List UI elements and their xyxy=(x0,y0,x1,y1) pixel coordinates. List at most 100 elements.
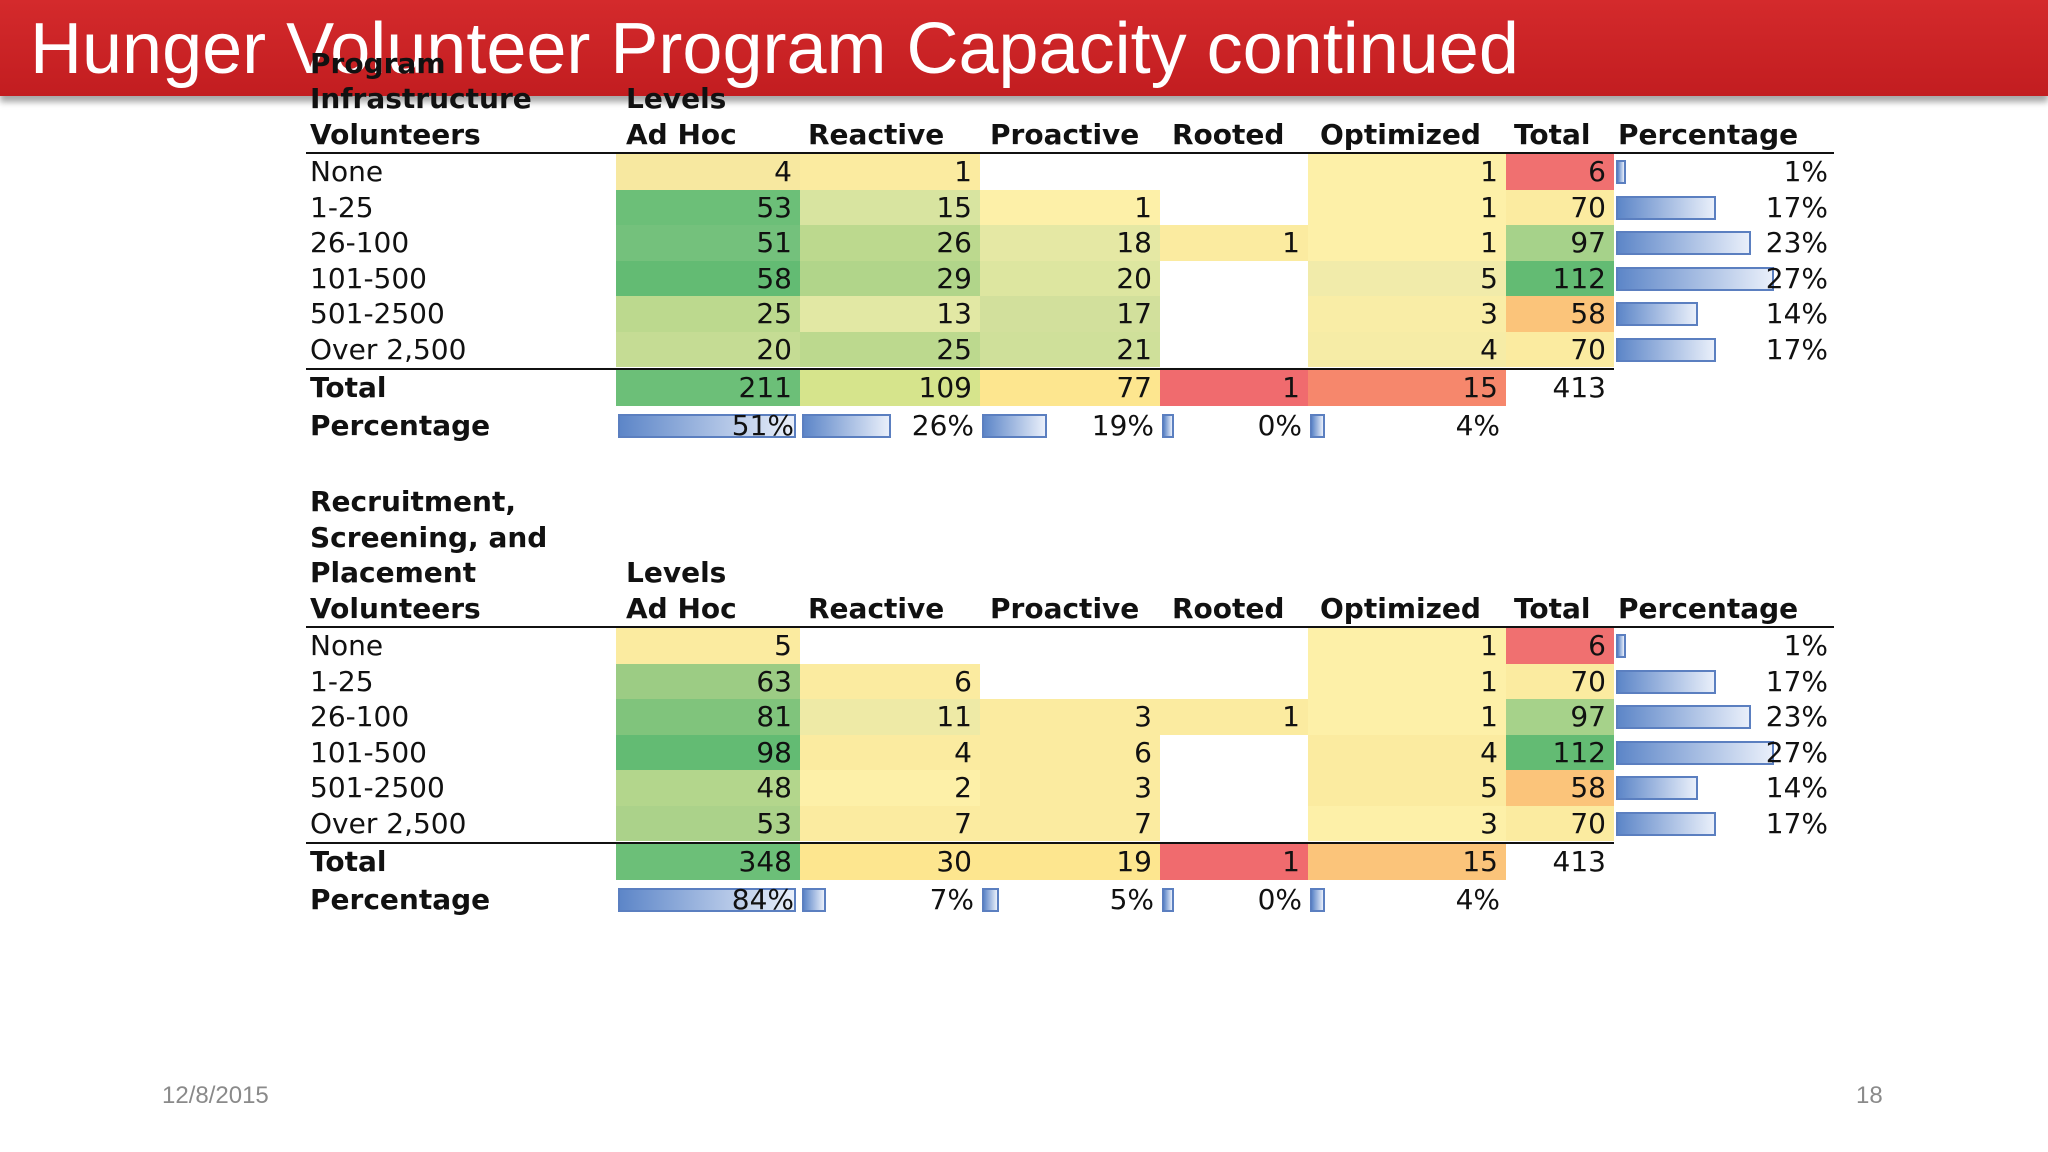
percentage-value: 4% xyxy=(1455,882,1500,916)
table-cell: 98 xyxy=(616,734,800,770)
table-cell: 58 xyxy=(616,260,800,296)
row-header-line: Program xyxy=(310,46,446,80)
percentage-bar xyxy=(982,413,1047,438)
table-cell: 1 xyxy=(800,154,980,190)
percentage-value: 7% xyxy=(929,882,974,916)
percentage-value: 5% xyxy=(1109,882,1154,916)
table-cell xyxy=(1160,332,1308,368)
title-bar: Hunger Volunteer Program Capacity contin… xyxy=(0,0,2048,96)
total-cell: 19 xyxy=(980,844,1160,880)
slide-title: Hunger Volunteer Program Capacity contin… xyxy=(30,9,1519,89)
table-cell: 51 xyxy=(616,225,800,261)
row-label: 26-100 xyxy=(310,700,410,733)
table-cell xyxy=(1160,628,1308,664)
table-row: Over 2,500 53 7 7 3 70 17% xyxy=(306,805,1836,842)
table-cell: 11 xyxy=(800,699,980,735)
percentage-value: 14% xyxy=(1765,771,1828,804)
row-label: 1-25 xyxy=(310,664,374,698)
row-label: 26-100 xyxy=(310,226,410,259)
table-cell xyxy=(800,628,980,664)
total-cell: 413 xyxy=(1552,845,1606,878)
percentage-bar xyxy=(802,413,891,438)
percentage-value: 0% xyxy=(1257,408,1302,442)
table-cell: 58 xyxy=(1506,770,1614,806)
table-cell: 6 xyxy=(1506,628,1614,664)
row-header-line: Volunteers xyxy=(310,117,481,151)
percentage-value: 27% xyxy=(1765,261,1828,295)
table-row: 1-25 53 15 1 1 70 17% xyxy=(306,189,1836,226)
column-header: Reactive xyxy=(808,117,945,151)
table-row: 501-2500 48 2 3 5 58 14% xyxy=(306,770,1836,806)
table-row: None 5 1 6 1% xyxy=(306,628,1836,664)
row-header-line: Screening, and xyxy=(310,520,548,554)
percentage-bar xyxy=(1616,811,1716,836)
row-header-label: Program Infrastructure Volunteers xyxy=(310,46,532,153)
percentage-bar xyxy=(1616,669,1716,694)
table-row: 501-2500 25 13 17 3 58 14% xyxy=(306,296,1836,332)
table-cell xyxy=(980,628,1160,664)
total-cell: 109 xyxy=(800,370,980,406)
table-cell: 4 xyxy=(800,734,980,770)
total-cell: 1 xyxy=(1160,844,1308,880)
table-row: 101-500 58 29 20 5 112 27% xyxy=(306,260,1836,296)
table-cell: 18 xyxy=(980,225,1160,261)
table-row: 26-100 81 11 3 1 1 97 23% xyxy=(306,699,1836,735)
total-cell: 413 xyxy=(1552,371,1606,404)
table-cell: 3 xyxy=(980,770,1160,806)
row-header-label: Recruitment, Screening, and Placement Volun… xyxy=(310,484,547,626)
percentage-bar xyxy=(1616,776,1699,800)
table-cell: 112 xyxy=(1506,260,1614,296)
table-row: Over 2,500 20 25 21 4 70 17% xyxy=(306,331,1836,368)
table-cell: 81 xyxy=(616,699,800,735)
row-label: 501-2500 xyxy=(310,771,445,804)
row-header-line: Placement xyxy=(310,556,477,589)
table-header: Recruitment, Screening, and Placement Volun… xyxy=(306,485,1836,626)
column-header: Rooted xyxy=(1172,117,1285,151)
table-cell: 3 xyxy=(1308,296,1506,332)
table-cell: 7 xyxy=(800,805,980,841)
total-rule xyxy=(306,368,1614,370)
percentage-bar xyxy=(1616,302,1699,326)
table-cell: 5 xyxy=(1308,260,1506,296)
table-cell xyxy=(1160,296,1308,332)
percentage-value: 17% xyxy=(1765,806,1828,840)
percentage-row: Percentage 51% 26% 19% 0% 4% xyxy=(306,408,1836,444)
percentage-bar xyxy=(1310,887,1326,912)
percentage-value: 23% xyxy=(1765,700,1828,733)
percentage-bar xyxy=(1616,337,1716,362)
percentage-value: 51% xyxy=(731,408,794,442)
percentage-bar xyxy=(982,887,1000,912)
table-cell: 15 xyxy=(800,189,980,225)
percentage-row-label: Percentage xyxy=(310,408,491,442)
table-row: 26-100 51 26 18 1 1 97 23% xyxy=(306,225,1836,261)
table-cell: 1 xyxy=(1308,189,1506,225)
table-cell xyxy=(1160,806,1308,842)
table-cell: 97 xyxy=(1506,225,1614,261)
percentage-bar xyxy=(1616,705,1751,729)
total-cell: 211 xyxy=(616,370,800,406)
total-label: Total xyxy=(310,371,387,404)
table-cell: 112 xyxy=(1506,734,1614,770)
total-cell: 15 xyxy=(1308,844,1506,880)
percentage-value: 1% xyxy=(1783,155,1828,188)
table-cell: 6 xyxy=(980,734,1160,770)
table-cell xyxy=(1160,190,1308,226)
table-cell: 26 xyxy=(800,225,980,261)
total-cell: 1 xyxy=(1160,370,1308,406)
table-row: 1-25 63 6 1 70 17% xyxy=(306,663,1836,699)
percentage-value: 27% xyxy=(1765,735,1828,769)
row-label: Over 2,500 xyxy=(310,806,467,840)
percentage-value: 19% xyxy=(1091,408,1154,442)
table-cell: 3 xyxy=(980,699,1160,735)
table-cell: 1 xyxy=(980,189,1160,225)
table-cell: 97 xyxy=(1506,699,1614,735)
slide-date: 12/8/2015 xyxy=(162,1082,269,1109)
row-label: 101-500 xyxy=(310,261,427,295)
column-header: Percentage xyxy=(1618,591,1799,625)
table-cell: 25 xyxy=(616,296,800,332)
column-header: Reactive xyxy=(808,591,945,625)
table-cell: 4 xyxy=(1308,331,1506,367)
column-header: Percentage xyxy=(1618,117,1799,151)
percentage-value: 17% xyxy=(1765,190,1828,224)
table-cell: 2 xyxy=(800,770,980,806)
